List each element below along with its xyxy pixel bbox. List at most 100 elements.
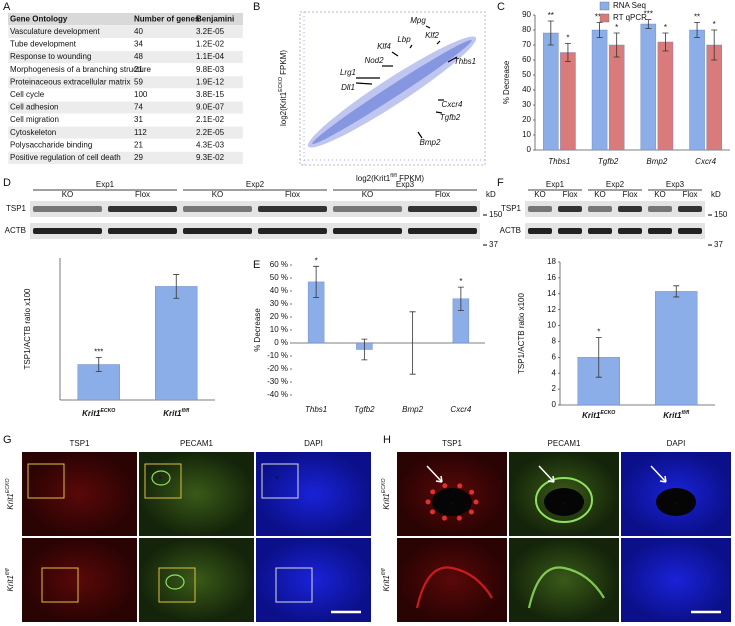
panel-label: E <box>253 259 260 271</box>
lane-label: KO <box>362 190 374 199</box>
annotation-arrow <box>417 131 423 139</box>
vessel-trace <box>527 566 605 609</box>
bar <box>608 44 625 151</box>
significance: *** <box>595 13 604 22</box>
table-cell: 74 <box>134 103 143 112</box>
table-cell: 59 <box>134 77 143 86</box>
table-cell: Vasculature development <box>10 27 100 36</box>
table-cell: 29 <box>134 153 143 162</box>
y-tick-label: 10 % <box>270 325 288 334</box>
vessel-star: * <box>450 501 453 510</box>
bar <box>655 291 698 406</box>
y-tick-label: 16 <box>547 273 556 282</box>
error-bar <box>409 311 416 375</box>
gene-annotation: Cxcr4 <box>442 100 463 109</box>
cell-dot <box>425 499 431 505</box>
error-bar <box>95 357 102 372</box>
blot-band <box>408 228 477 234</box>
vessel-lumen <box>544 488 584 516</box>
y-tick-label: 50 % <box>270 273 288 282</box>
micrograph <box>509 538 619 622</box>
experiment-label: Exp2 <box>606 180 625 189</box>
table-cell: 21 <box>134 140 143 149</box>
y-tick-label: 10 <box>522 130 531 139</box>
micrograph <box>621 538 731 622</box>
error-bar <box>613 32 620 58</box>
lane-label: KO <box>594 190 606 199</box>
x-tick-label: Bmp2 <box>646 157 667 166</box>
table-cell: Cytoskeleton <box>10 128 56 137</box>
error-bar <box>694 22 701 38</box>
panel-label: F <box>497 177 504 189</box>
experiment-label: Exp1 <box>96 180 115 189</box>
table-cell: Cell adhesion <box>10 103 58 112</box>
channel-label: DAPI <box>667 439 686 448</box>
blot-band <box>108 228 177 234</box>
table-cell: Proteinaceous extracellular matrix <box>10 77 131 86</box>
gene-annotation: Bmp2 <box>420 138 441 147</box>
y-tick-label: 18 <box>547 257 556 266</box>
blot-row-label: ACTB <box>500 226 521 235</box>
marker-label: 37 <box>489 240 498 249</box>
channel-label: TSP1 <box>69 439 90 448</box>
table-row-bg <box>7 151 244 165</box>
significance: * <box>664 23 667 32</box>
y-tick-label: -30 % <box>267 377 288 386</box>
channel-label: DAPI <box>304 439 323 448</box>
bar <box>657 41 674 151</box>
y-tick-label: 40 % <box>270 286 288 295</box>
table-cell: 3.8E-15 <box>196 90 225 99</box>
y-axis-label: TSP1/ACTB ratio x100 <box>23 288 32 369</box>
marker-label: 37 <box>714 240 723 249</box>
inset-box <box>275 567 313 603</box>
x-tick-label: Thbs1 <box>548 157 570 166</box>
table-cell: Morphogenesis of a branching structure <box>10 65 152 74</box>
table-cell: 1.2E-02 <box>196 40 225 49</box>
arrow <box>538 465 555 483</box>
y-tick-label: 50 <box>522 70 531 79</box>
y-tick-label: 0 <box>552 400 557 409</box>
blot-band <box>528 206 552 212</box>
micrograph <box>22 538 137 622</box>
significance: * <box>315 256 318 265</box>
blot-row-label: TSP1 <box>501 204 522 213</box>
table-cell: 1.9E-12 <box>196 77 225 86</box>
cell-dot <box>457 483 463 489</box>
table-header: Gene Ontology <box>10 14 68 23</box>
y-tick-label: 30 <box>522 100 531 109</box>
text-part: Krit1 <box>6 575 15 591</box>
blot-band <box>183 206 252 212</box>
table-cell: 2.2E-05 <box>196 128 225 137</box>
blot-band <box>618 206 642 212</box>
y-tick-label: 90 <box>522 10 531 19</box>
y-tick-label: 14 <box>547 289 556 298</box>
significance: *** <box>644 10 653 19</box>
cell-dot <box>429 509 435 515</box>
x-tick-label: Tgfb2 <box>598 157 619 166</box>
text-part: ECKO <box>600 410 615 416</box>
annotation-arrow <box>435 111 443 114</box>
error-bar <box>645 19 652 29</box>
text-part: ECKO <box>278 77 284 92</box>
text-part: Krit1 <box>382 575 391 591</box>
annotation-arrow <box>391 51 399 57</box>
table-cell: 9.8E-03 <box>196 65 225 74</box>
blot-row-label: TSP1 <box>6 204 27 213</box>
table-cell: 40 <box>134 27 143 36</box>
x-tick-label: Krit1fl/fl <box>163 408 190 418</box>
cell-dot <box>430 489 436 495</box>
blot-band <box>258 228 327 234</box>
inset-box <box>144 463 182 499</box>
blot-band <box>333 228 402 234</box>
unit-label: kD <box>711 190 721 199</box>
y-tick-label: -10 % <box>267 351 288 360</box>
vessel <box>151 470 171 486</box>
table-cell: 4.3E-03 <box>196 140 225 149</box>
annotation-arrow <box>447 56 458 63</box>
blot-band <box>528 228 552 234</box>
text-part: FPKM) <box>397 174 424 183</box>
x-tick-label: Tgfb2 <box>354 405 375 414</box>
channel-label: PECAM1 <box>180 439 213 448</box>
lane-label: Flox <box>435 190 450 199</box>
